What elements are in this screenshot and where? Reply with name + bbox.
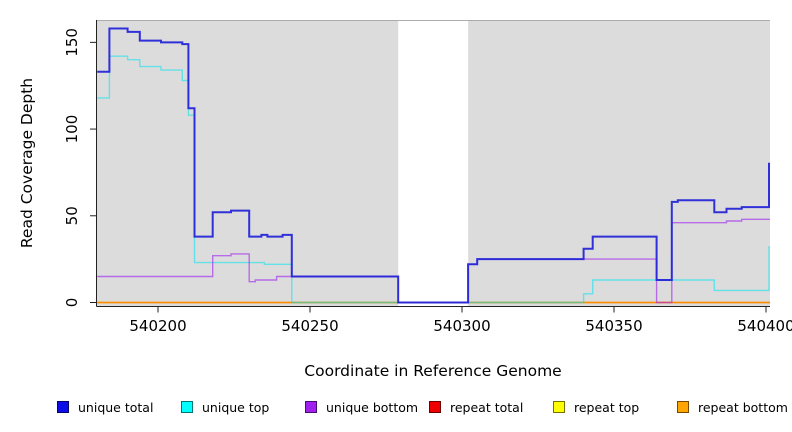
no-data-gap-band	[398, 21, 469, 307]
legend-swatch-unique-total	[57, 401, 69, 413]
y-tick-label: 50	[63, 206, 81, 225]
legend-swatch-unique-bottom	[305, 401, 317, 413]
legend-item-repeat-total: repeat total	[429, 398, 523, 416]
y-tick-label: 150	[63, 28, 81, 57]
legend-swatch-repeat-top	[553, 401, 565, 413]
legend-swatch-unique-top	[181, 401, 193, 413]
legend-item-repeat-top: repeat top	[553, 398, 639, 416]
x-tick-label: 540250	[281, 317, 338, 335]
legend-label: unique bottom	[326, 399, 419, 415]
legend-item-unique-bottom: unique bottom	[305, 398, 418, 416]
series-line-unique-total	[97, 27, 770, 304]
legend-item-unique-total: unique total	[57, 398, 153, 416]
x-tick-label: 540400	[737, 317, 792, 335]
legend: unique total unique top unique bottom repea…	[0, 398, 792, 420]
x-tick-label: 540200	[129, 317, 186, 335]
x-tick-label: 540300	[433, 317, 490, 335]
legend-swatch-repeat-bottom	[677, 401, 689, 413]
x-axis-title: Coordinate in Reference Genome	[304, 362, 562, 380]
legend-label: unique total	[78, 399, 154, 415]
legend-swatch-repeat-total	[429, 401, 441, 413]
legend-item-unique-top: unique top	[181, 398, 269, 416]
y-axis-title: Read Coverage Depth	[18, 77, 36, 249]
legend-label: unique top	[202, 399, 270, 415]
x-tick-label: 540350	[585, 317, 642, 335]
y-tick-label: 0	[63, 298, 81, 308]
legend-label: repeat top	[574, 399, 640, 415]
y-tick-label: 100	[63, 115, 81, 144]
legend-item-repeat-bottom: repeat bottom	[677, 398, 788, 416]
legend-label: repeat bottom	[698, 399, 788, 415]
legend-label: repeat total	[450, 399, 524, 415]
